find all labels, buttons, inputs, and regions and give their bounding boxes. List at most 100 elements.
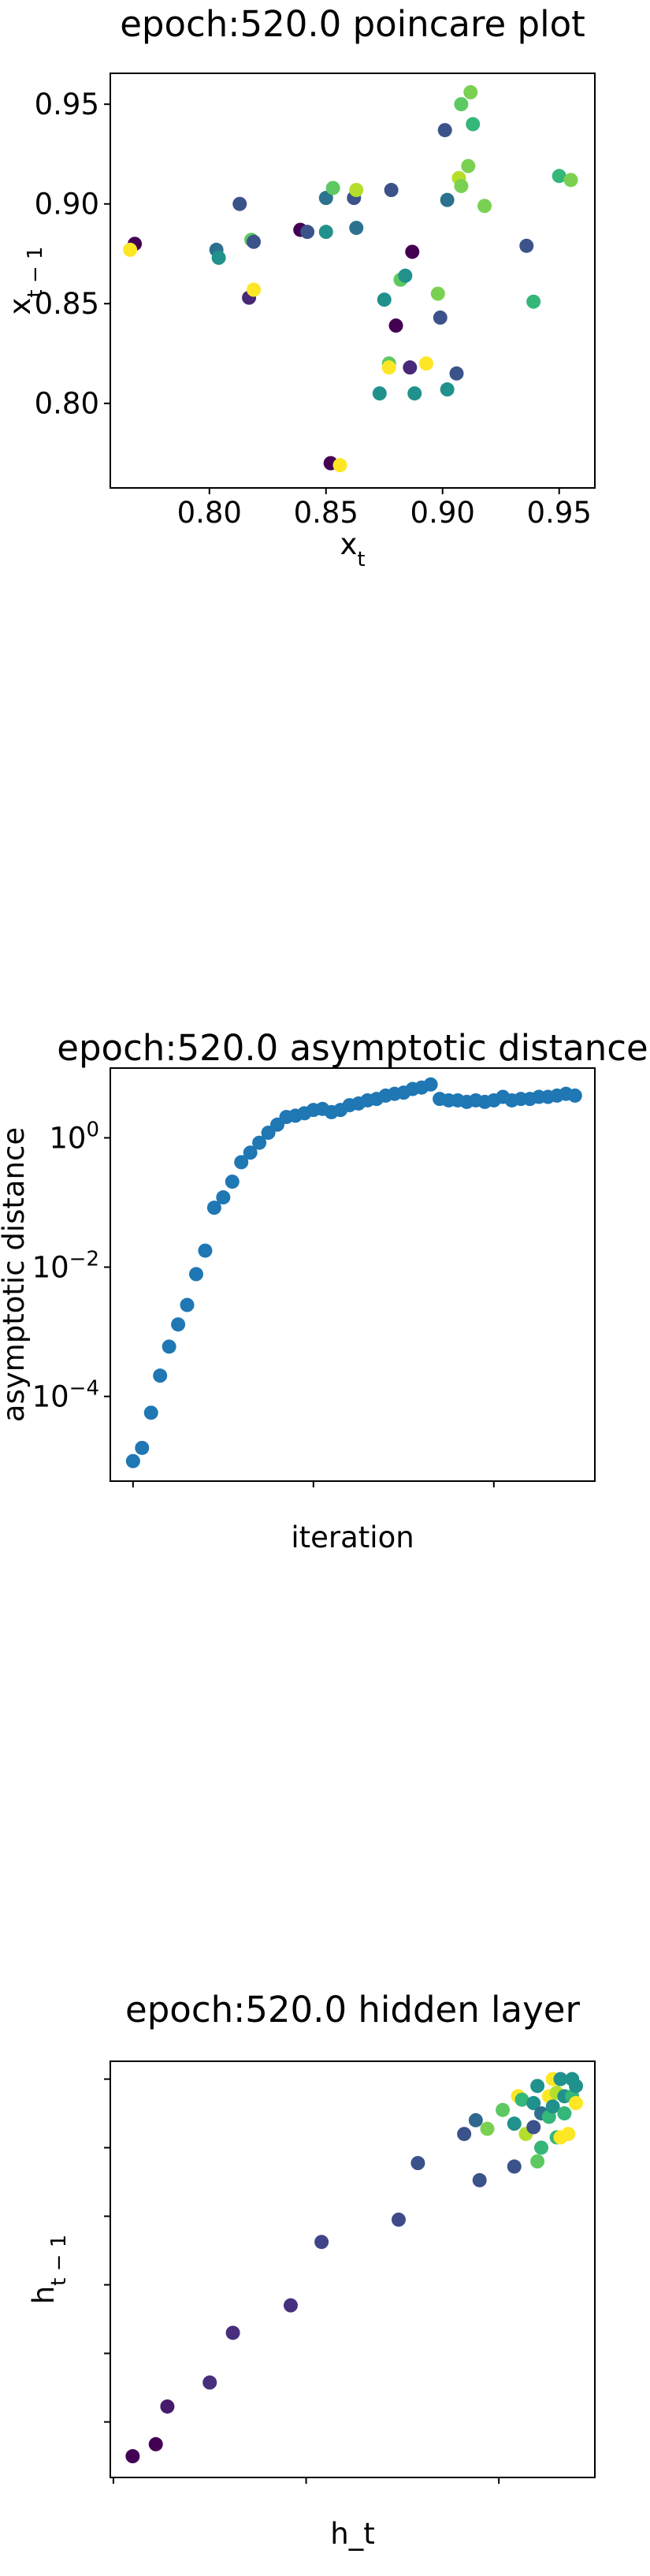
y-tick-label: 0.85 [35,287,99,321]
point [407,386,422,401]
point [533,2140,548,2155]
y-tick-label-base: 10 [32,1251,69,1285]
point [410,2156,425,2171]
point [563,173,578,188]
point [318,225,333,240]
point [388,318,403,333]
point [514,2092,529,2107]
point [247,282,262,297]
point [569,2079,584,2094]
point [283,2298,298,2313]
point [480,2121,495,2136]
point [125,2449,140,2464]
point [437,123,452,138]
point [561,2127,576,2142]
point [477,199,492,214]
y-tick-label: 10−2 [32,1248,99,1285]
point [419,356,434,371]
point [496,2102,511,2117]
point [162,1339,176,1354]
y-tick-label: 100 [49,1119,99,1156]
y-axis-label-base: x [3,298,37,315]
x-tick-label: 0.85 [294,496,358,530]
point [349,221,364,236]
point [440,382,455,397]
point [198,1243,213,1258]
point [457,2127,472,2142]
point [530,2079,545,2094]
point [252,1135,267,1150]
y-tick-label: 0.90 [35,188,99,221]
point [454,97,469,112]
y-tick-label-exp: −2 [69,1248,99,1271]
axes-frame [110,2060,596,2478]
point [377,292,392,307]
point [300,225,315,240]
point [463,85,478,100]
point [202,2375,217,2390]
point [405,244,420,259]
chart-title: epoch:520.0 asymptotic distance [57,1027,648,1069]
y-axis-label-sub: t − 1 [47,2235,71,2286]
point [454,178,469,193]
point [160,2399,175,2414]
point [507,2116,522,2131]
point [567,1088,582,1103]
point [318,191,333,206]
point [225,1174,240,1189]
axes-frame [110,73,596,489]
point [384,183,399,198]
point [569,2096,584,2111]
point [153,1368,168,1383]
point [261,1126,276,1141]
point [398,268,413,283]
point [381,360,396,375]
y-axis-label: asymptotic distance [0,1127,31,1422]
point [526,2096,541,2111]
y-tick-label-base: 10 [49,1122,86,1156]
axes-frame [110,1067,596,1482]
point [243,1145,258,1160]
x-axis-label-sub: t [357,548,365,571]
y-axis-label: xt − 1 [3,247,47,315]
point [552,169,566,184]
point [123,242,138,257]
x-axis-label: h_t [330,2517,374,2551]
point [332,458,347,473]
point [530,2153,545,2168]
y-tick-label: 0.95 [35,87,99,121]
y-tick-label-base: 10 [32,1380,69,1414]
x-tick-label: 0.80 [177,496,242,530]
point [557,2106,572,2121]
point [234,1155,249,1170]
y-tick-label: 10−4 [32,1377,99,1414]
y-tick-label-exp: −4 [69,1377,99,1401]
point [125,1454,140,1469]
y-axis-label-sub: t − 1 [24,247,47,298]
point [449,366,464,381]
point [545,2099,560,2114]
point [466,117,481,132]
point [519,238,534,253]
point [325,181,340,195]
point [211,251,226,266]
point [391,2212,406,2227]
point [216,1190,231,1205]
point [314,2235,329,2250]
point [433,310,448,325]
point [148,2436,163,2451]
point [225,2325,240,2340]
chart-title: epoch:520.0 poincare plot [120,3,585,45]
x-axis-label-base: x [340,527,357,561]
x-axis-label: iteration [291,1521,414,1554]
y-tick-label: 0.80 [35,387,99,421]
y-tick-label-exp: 0 [86,1119,99,1142]
x-tick-label: 0.90 [410,496,475,530]
point [403,360,418,375]
y-axis-label: ht − 1 [27,2235,71,2305]
point [372,386,387,401]
x-tick-label: 0.95 [527,496,592,530]
point [349,183,364,198]
chart-title: epoch:520.0 hidden layer [125,1989,580,2031]
